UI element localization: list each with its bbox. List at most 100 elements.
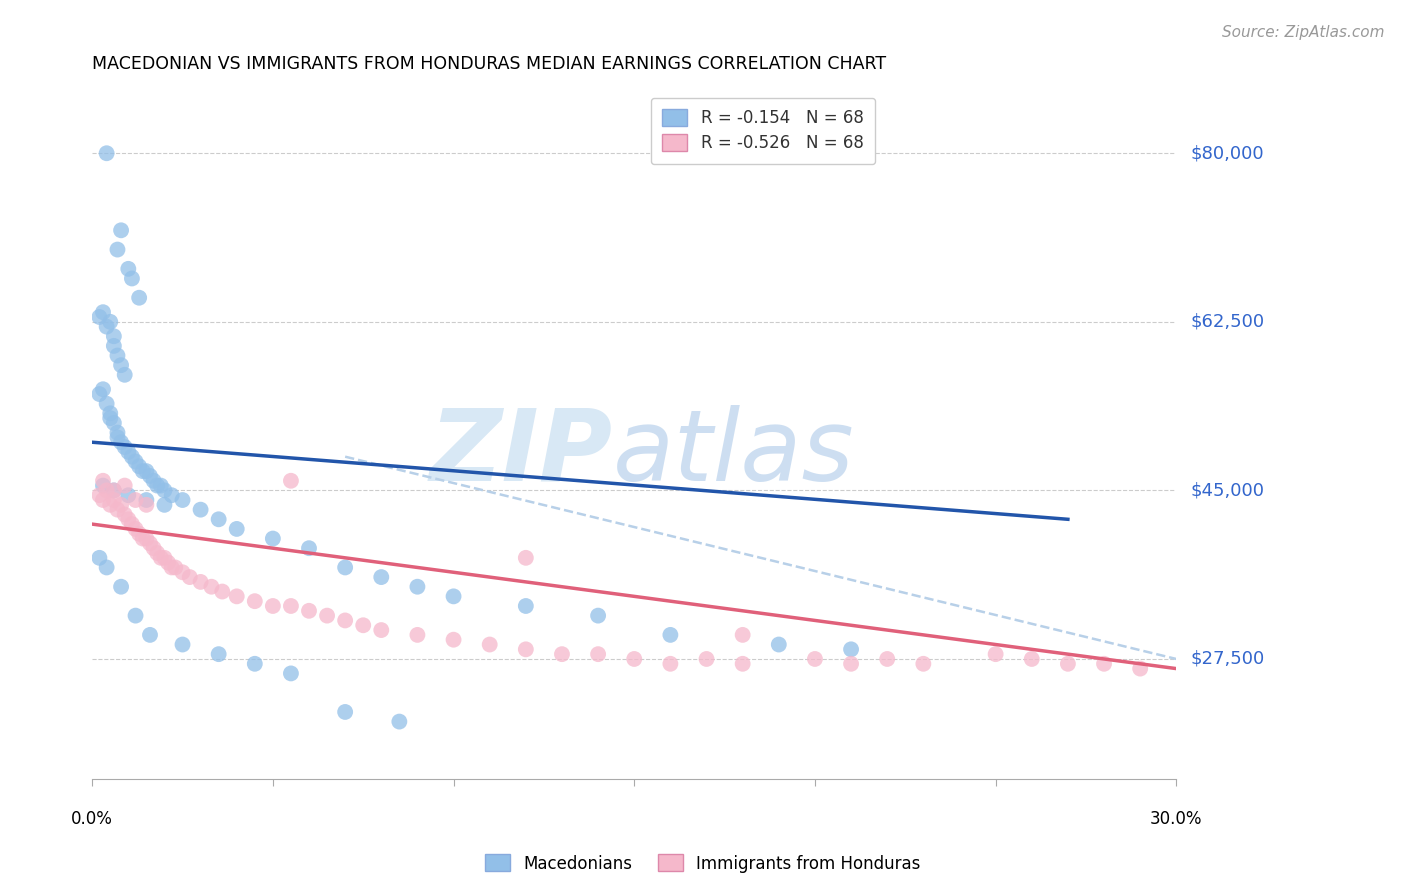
- Point: [316, 608, 339, 623]
- Point: [912, 657, 935, 671]
- Point: [110, 435, 132, 450]
- Point: [586, 647, 609, 661]
- Point: [352, 618, 374, 632]
- Point: [262, 532, 284, 546]
- Point: [121, 271, 143, 285]
- Point: [139, 536, 162, 550]
- Point: [160, 560, 183, 574]
- Point: [135, 493, 157, 508]
- Point: [208, 512, 231, 526]
- Point: [298, 541, 321, 556]
- Point: [96, 146, 118, 161]
- Point: [117, 512, 139, 526]
- Point: [117, 488, 139, 502]
- Point: [98, 406, 121, 420]
- Point: [1057, 657, 1080, 671]
- Point: [89, 387, 111, 401]
- Point: [443, 632, 465, 647]
- Point: [804, 652, 827, 666]
- Point: [225, 522, 247, 536]
- Point: [103, 329, 125, 343]
- Point: [243, 657, 266, 671]
- Point: [89, 488, 111, 502]
- Point: [139, 469, 162, 483]
- Point: [128, 291, 150, 305]
- Text: $62,500: $62,500: [1191, 313, 1264, 331]
- Point: [146, 546, 169, 560]
- Point: [114, 440, 136, 454]
- Text: 0.0%: 0.0%: [72, 810, 112, 828]
- Point: [91, 305, 114, 319]
- Point: [146, 478, 169, 492]
- Point: [153, 483, 176, 498]
- Point: [478, 638, 501, 652]
- Text: ZIP: ZIP: [430, 405, 613, 502]
- Text: Source: ZipAtlas.com: Source: ZipAtlas.com: [1222, 25, 1385, 40]
- Point: [659, 657, 682, 671]
- Point: [139, 628, 162, 642]
- Point: [135, 532, 157, 546]
- Point: [91, 474, 114, 488]
- Point: [89, 310, 111, 324]
- Point: [333, 560, 356, 574]
- Legend: Macedonians, Immigrants from Honduras: Macedonians, Immigrants from Honduras: [479, 847, 927, 880]
- Point: [135, 464, 157, 478]
- Point: [117, 261, 139, 276]
- Point: [117, 445, 139, 459]
- Point: [103, 483, 125, 498]
- Point: [153, 550, 176, 565]
- Point: [388, 714, 411, 729]
- Point: [149, 478, 172, 492]
- Point: [1129, 662, 1152, 676]
- Point: [243, 594, 266, 608]
- Point: [91, 382, 114, 396]
- Point: [225, 590, 247, 604]
- Point: [132, 532, 155, 546]
- Point: [262, 599, 284, 613]
- Point: [172, 638, 194, 652]
- Point: [103, 483, 125, 498]
- Point: [107, 502, 129, 516]
- Text: $45,000: $45,000: [1191, 482, 1264, 500]
- Point: [190, 502, 212, 516]
- Point: [157, 556, 180, 570]
- Point: [132, 464, 155, 478]
- Point: [110, 223, 132, 237]
- Text: MACEDONIAN VS IMMIGRANTS FROM HONDURAS MEDIAN EARNINGS CORRELATION CHART: MACEDONIAN VS IMMIGRANTS FROM HONDURAS M…: [93, 55, 886, 73]
- Point: [135, 498, 157, 512]
- Point: [839, 657, 862, 671]
- Point: [114, 368, 136, 382]
- Point: [128, 526, 150, 541]
- Point: [107, 243, 129, 257]
- Point: [114, 508, 136, 522]
- Text: $80,000: $80,000: [1191, 145, 1264, 162]
- Point: [190, 574, 212, 589]
- Point: [114, 478, 136, 492]
- Point: [89, 550, 111, 565]
- Point: [370, 623, 392, 637]
- Point: [124, 493, 146, 508]
- Point: [124, 522, 146, 536]
- Point: [142, 541, 165, 556]
- Point: [623, 652, 645, 666]
- Point: [179, 570, 201, 584]
- Point: [121, 517, 143, 532]
- Point: [149, 550, 172, 565]
- Point: [96, 560, 118, 574]
- Point: [96, 319, 118, 334]
- Point: [208, 647, 231, 661]
- Point: [172, 493, 194, 508]
- Point: [1021, 652, 1043, 666]
- Legend: R = -0.154   N = 68, R = -0.526   N = 68: R = -0.154 N = 68, R = -0.526 N = 68: [651, 97, 876, 164]
- Point: [98, 498, 121, 512]
- Point: [107, 425, 129, 440]
- Point: [124, 608, 146, 623]
- Point: [659, 628, 682, 642]
- Point: [110, 580, 132, 594]
- Point: [142, 474, 165, 488]
- Point: [153, 498, 176, 512]
- Point: [91, 478, 114, 492]
- Point: [211, 584, 233, 599]
- Point: [876, 652, 898, 666]
- Point: [124, 454, 146, 468]
